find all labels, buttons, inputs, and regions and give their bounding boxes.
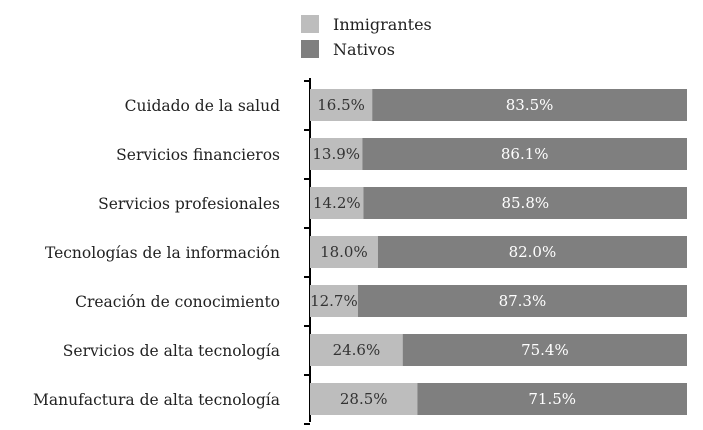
legend-label: Nativos <box>333 40 395 59</box>
data-label: 87.3% <box>499 292 547 310</box>
bar-segment-inmigrantes <box>310 138 363 170</box>
data-label: 16.5% <box>317 96 365 114</box>
data-label: 82.0% <box>509 243 557 261</box>
category-label: Servicios financieros <box>116 146 280 164</box>
y-axis-ticks <box>304 80 310 425</box>
category-label: Servicios de alta tecnología <box>63 342 280 360</box>
bar-segment-nativos <box>363 187 687 219</box>
data-label: 83.5% <box>506 96 554 114</box>
category-label: Manufactura de alta tecnología <box>33 391 280 409</box>
category-label: Tecnologías de la información <box>45 244 280 262</box>
category-labels: Cuidado de la salud Servicios financieros… <box>33 97 280 409</box>
bars: 16.5% 83.5% 13.9% 86.1% 14.2% 85.8% 18.0% 82.0%… <box>310 89 687 415</box>
legend-swatch-nativos <box>301 40 319 58</box>
legend-swatch-inmigrantes <box>301 15 319 33</box>
category-label: Servicios profesionales <box>98 195 280 213</box>
category-label: Creación de conocimiento <box>75 293 280 311</box>
data-label: 14.2% <box>313 194 361 212</box>
data-label: 75.4% <box>521 341 569 359</box>
data-label: 12.7% <box>310 292 358 310</box>
bar-segment-nativos <box>372 89 687 121</box>
bar-segment-nativos <box>362 138 687 170</box>
data-label: 85.8% <box>501 194 549 212</box>
bar-segment-nativos <box>417 383 687 415</box>
bar-segment-nativos <box>377 236 687 268</box>
legend-label: Inmigrantes <box>333 15 432 34</box>
data-label: 86.1% <box>501 145 549 163</box>
bar-segment-inmigrantes <box>310 383 418 415</box>
data-label: 13.9% <box>312 145 360 163</box>
bar-segment-inmigrantes <box>310 236 378 268</box>
category-label: Cuidado de la salud <box>125 97 280 115</box>
legend: Inmigrantes Nativos <box>301 15 432 59</box>
bar-segment-inmigrantes <box>310 187 364 219</box>
data-label: 71.5% <box>528 390 576 408</box>
bar-segment-nativos <box>402 334 687 366</box>
bar-segment-inmigrantes <box>310 89 373 121</box>
bar-segment-inmigrantes <box>310 285 358 317</box>
bar-segment-inmigrantes <box>310 334 403 366</box>
data-label: 18.0% <box>320 243 368 261</box>
bar-segment-nativos <box>357 285 687 317</box>
data-label: 28.5% <box>340 390 388 408</box>
data-label: 24.6% <box>333 341 381 359</box>
